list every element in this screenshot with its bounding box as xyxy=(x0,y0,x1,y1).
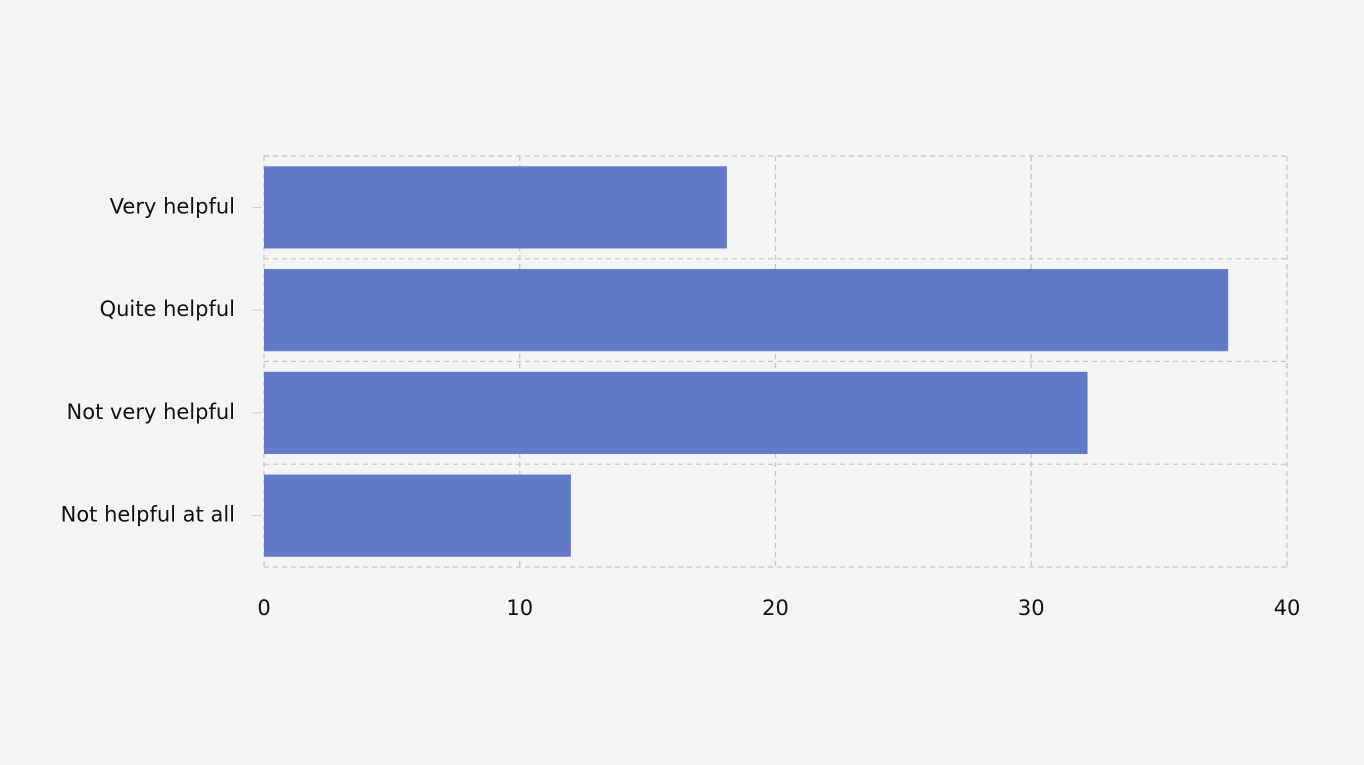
x-tick-label: 40 xyxy=(1274,596,1301,620)
x-tick-label: 20 xyxy=(762,596,789,620)
y-tick-label: Not helpful at all xyxy=(61,503,235,527)
x-tick-label: 30 xyxy=(1018,596,1045,620)
bar xyxy=(264,474,571,557)
x-tick-label: 0 xyxy=(257,596,270,620)
bar xyxy=(264,166,727,249)
y-tick-label: Quite helpful xyxy=(100,297,235,321)
x-tick-label: 10 xyxy=(506,596,533,620)
y-tick-label: Very helpful xyxy=(110,194,235,218)
bar xyxy=(264,371,1088,454)
bar xyxy=(264,269,1229,352)
y-tick-label: Not very helpful xyxy=(67,400,235,424)
